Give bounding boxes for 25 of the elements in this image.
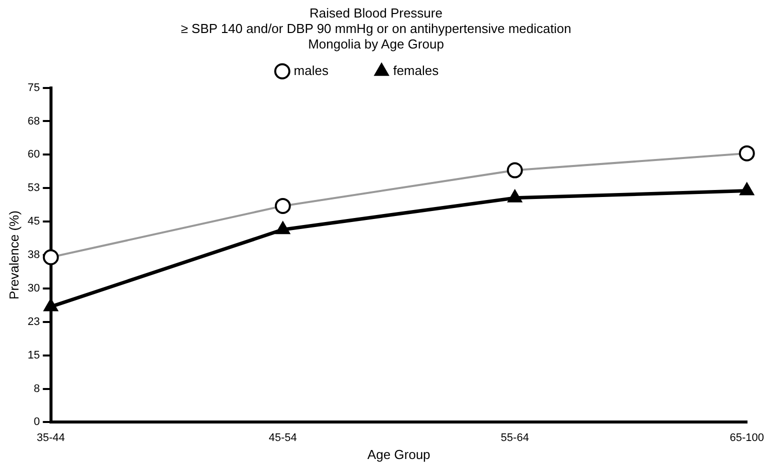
x-tick-label: 55-64 xyxy=(500,432,529,444)
y-axis-title: Prevalence (%) xyxy=(6,210,22,300)
point xyxy=(740,182,754,196)
x-tick-label: 35-44 xyxy=(36,432,65,444)
point xyxy=(276,222,290,234)
x-axis-title: Age Group xyxy=(367,446,430,462)
y-tick-label: 68 xyxy=(28,115,40,128)
legend-label: females xyxy=(393,62,475,78)
point xyxy=(508,190,522,202)
point xyxy=(44,298,58,312)
y-tick-label: 15 xyxy=(28,349,40,362)
chart-title: Raised Blood Pressure xyxy=(310,5,442,20)
y-tick-label: 53 xyxy=(28,182,40,194)
legend-label: males xyxy=(294,62,365,78)
x-tick-label: 65-100 xyxy=(730,432,764,444)
y-tick-label: 75 xyxy=(28,82,40,94)
y-tick-label: 45 xyxy=(28,216,40,228)
y-tick-label: 0 xyxy=(34,416,40,428)
y-tick-label: 30 xyxy=(28,282,40,294)
x-tick-label: 45-54 xyxy=(268,432,297,444)
y-tick-label: 60 xyxy=(28,148,40,161)
y-tick-label: 38 xyxy=(28,249,40,262)
y-tick-label: 23 xyxy=(28,316,40,328)
y-tick-label: 8 xyxy=(34,382,40,395)
chart-subtitle: ≥ SBP 140 and/or DBP 90 mmHg or on antihypertensive medication Mongolia by Age Group xyxy=(180,20,572,52)
